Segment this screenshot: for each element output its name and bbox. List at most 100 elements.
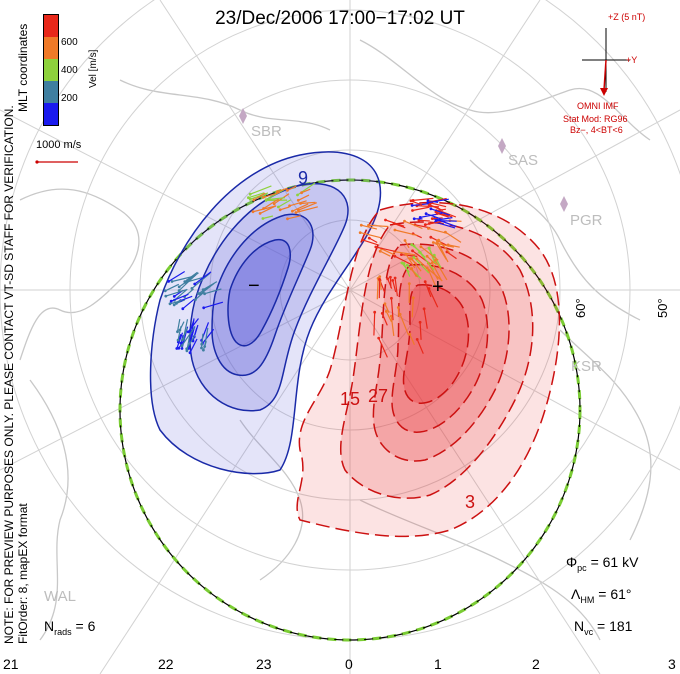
velocity-vector-origin (393, 254, 397, 258)
velocity-vector-origin (435, 242, 438, 245)
velocity-vector (176, 318, 181, 332)
velocity-vector-origin (425, 254, 429, 258)
velocity-vector-origin (409, 199, 413, 203)
velocity-vector-origin (200, 346, 203, 350)
velocity-vector (390, 298, 394, 321)
velocity-vector (277, 187, 288, 193)
velocity-vector (181, 326, 196, 347)
velocity-vector-origin (361, 238, 364, 242)
velocity-vector-origin (268, 198, 272, 201)
velocity-vector (430, 202, 447, 208)
velocity-vector-origin (391, 279, 395, 282)
velocity-vector-origin (403, 239, 407, 242)
velocity-vector-origin (415, 257, 419, 261)
velocity-vector (191, 272, 211, 289)
velocity-vector-origin (164, 294, 168, 298)
velocity-vector-origin (367, 223, 370, 227)
velocity-vector (394, 229, 418, 236)
velocity-vector (446, 251, 457, 260)
velocity-vector-origin (403, 219, 406, 223)
velocity-vector (361, 224, 378, 230)
velocity-vector-origin (181, 307, 185, 311)
velocity-vector-origin (172, 303, 176, 307)
velocity-vector (416, 339, 424, 354)
velocity-vector (182, 298, 195, 310)
velocity-vector-origin (411, 199, 415, 202)
velocity-vector-origin (248, 197, 252, 201)
velocity-vector (394, 251, 416, 256)
velocity-vector-origin (367, 236, 371, 240)
preview-note: NOTE: FOR PREVIEW PURPOSES ONLY. PLEASE … (2, 105, 16, 644)
lat-label-60: 60° (573, 298, 588, 318)
velocity-vector-origin (262, 207, 265, 210)
velocity-vector (428, 288, 439, 308)
velocity-vector (300, 201, 316, 205)
stat-n-vc: Nvc = 181 (574, 618, 632, 637)
velocity-vector (431, 262, 442, 280)
lat-label-50: 50° (655, 298, 670, 318)
velocity-vector-origin (188, 351, 192, 355)
velocity-vector (203, 301, 224, 309)
velocity-vector-origin (435, 218, 439, 222)
radar-label-pgr: PGR (570, 212, 603, 229)
velocity-vector-origin (383, 302, 387, 306)
velocity-vector-origin (172, 295, 176, 298)
velocity-vector-origin (418, 216, 422, 219)
velocity-vector-origin (277, 205, 280, 209)
velocity-vector-origin (261, 217, 265, 220)
velocity-vector (387, 278, 393, 289)
velocity-vector (177, 326, 182, 341)
minimum-marker: − (248, 275, 260, 297)
velocity-vector (186, 337, 190, 351)
velocity-vector-origin (258, 212, 262, 215)
velocity-vector-origin (197, 292, 200, 295)
velocity-vector (445, 231, 462, 243)
colorbar-seg (44, 15, 58, 37)
velocity-vector (428, 227, 448, 234)
velocity-vector-origin (390, 296, 393, 300)
velocity-vector-origin (194, 298, 197, 301)
velocity-vector-origin (424, 212, 428, 216)
velocity-vector (401, 262, 410, 273)
velocity-vector (189, 338, 198, 353)
velocity-vector (411, 297, 414, 318)
velocity-vector (405, 253, 416, 269)
velocity-vector (249, 185, 272, 195)
velocity-vector-origin (429, 207, 433, 211)
velocity-vector-origin (247, 196, 250, 200)
velocity-vector (273, 193, 290, 205)
velocity-vector (394, 255, 415, 267)
velocity-vector-origin (296, 198, 300, 202)
velocity-vector (202, 281, 218, 291)
velocity-vector-origin (176, 330, 179, 334)
velocity-vector-origin (374, 245, 378, 249)
velocity-vector-origin (190, 287, 194, 290)
velocity-vector-origin (167, 280, 171, 283)
mlt-label-21: 21 (3, 656, 19, 672)
velocity-vector (174, 288, 188, 301)
velocity-vector (401, 254, 418, 257)
velocity-vector (263, 191, 281, 198)
velocity-vector-origin (409, 267, 413, 271)
velocity-vector (287, 185, 297, 191)
velocity-vector (287, 215, 301, 220)
velocity-vector (201, 328, 215, 344)
velocity-vector-origin (203, 292, 207, 296)
stat-n-rads-symbol: Nrads (44, 618, 72, 637)
velocity-vector-origin (418, 320, 422, 324)
velocity-vector-origin (389, 314, 393, 318)
velocity-vector-origin (393, 228, 397, 232)
velocity-vector-origin (404, 252, 408, 256)
velocity-vector (379, 250, 391, 257)
velocity-vector-origin (428, 203, 432, 207)
contour-label-9: 9 (298, 168, 308, 188)
velocity-vector-origin (380, 312, 384, 315)
radar-label-sas: SAS (508, 152, 539, 169)
velocity-vector (381, 248, 395, 256)
velocity-vector (165, 289, 187, 297)
velocity-vector-origin (426, 201, 430, 205)
velocity-vector-origin (400, 261, 404, 265)
mlt-label-3: 3 (668, 656, 676, 672)
velocity-vector-origin (251, 210, 255, 214)
radar-label-wal: WAL (44, 588, 76, 605)
